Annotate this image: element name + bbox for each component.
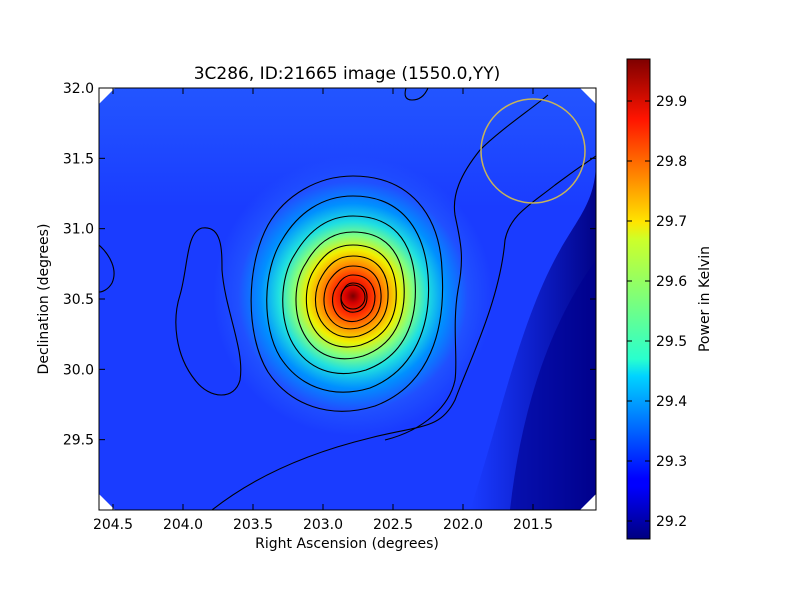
colorbar-tick-label: 29.6 <box>656 274 687 290</box>
y-axis-label: Declination (degrees) <box>36 224 52 375</box>
colorbar-axis: 29.2 29.3 29.4 29.5 29.6 29.7 29.8 29.9 <box>627 94 687 530</box>
y-axis: 29.5 30.0 30.5 31.0 31.5 32.0 <box>63 81 596 449</box>
y-tick-label: 29.5 <box>63 433 94 449</box>
colorbar-tick-label: 29.4 <box>656 394 687 410</box>
contour-lines <box>99 88 596 510</box>
colorbar-tick-label: 29.5 <box>656 334 687 350</box>
colorbar-label: Power in Kelvin <box>697 246 713 352</box>
x-tick-label: 202.5 <box>373 517 413 533</box>
x-tick-label: 201.5 <box>513 517 553 533</box>
colorbar-tick-label: 29.7 <box>656 214 687 230</box>
x-tick-label: 204.5 <box>93 517 133 533</box>
colorbar-tick-label: 29.3 <box>656 454 687 470</box>
beam-circle <box>480 98 586 204</box>
x-axis-label: Right Ascension (degrees) <box>255 536 439 552</box>
y-tick-label: 30.0 <box>63 362 94 378</box>
x-axis: 204.5 204.0 203.5 203.0 202.5 202.0 201.5 <box>93 88 553 533</box>
colorbar <box>626 58 651 540</box>
heatmap-image <box>99 88 596 510</box>
x-tick-label: 203.0 <box>303 517 343 533</box>
x-tick-label: 204.0 <box>163 517 203 533</box>
y-tick-label: 32.0 <box>63 81 94 97</box>
y-tick-label: 31.5 <box>63 151 94 167</box>
colorbar-tick-label: 29.9 <box>656 94 687 110</box>
colorbar-tick-label: 29.2 <box>656 514 687 530</box>
y-tick-label: 30.5 <box>63 292 94 308</box>
colorbar-tick-label: 29.8 <box>656 154 687 170</box>
x-tick-label: 202.0 <box>443 517 483 533</box>
y-tick-label: 31.0 <box>63 222 94 238</box>
x-tick-label: 203.5 <box>233 517 273 533</box>
chart-title: 3C286, ID:21665 image (1550.0,YY) <box>194 64 501 84</box>
